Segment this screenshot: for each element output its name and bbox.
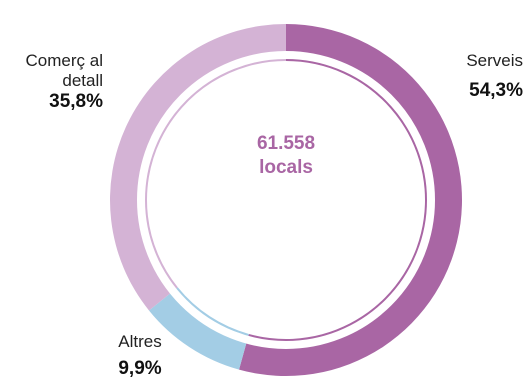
donut-slice-2 (148, 287, 249, 370)
center-total-unit: locals (259, 157, 313, 178)
slice-label-line: Comerç al (26, 51, 103, 70)
center-total-value: 61.558 (257, 133, 315, 154)
slice-label-name: Altres (118, 332, 161, 351)
slice-label-line: Serveis (466, 51, 523, 70)
ring-gap (137, 51, 435, 349)
slice-label-name: Serveis (466, 51, 523, 70)
donut-slice-1 (239, 24, 462, 376)
slice-label-value: 9,9% (118, 358, 161, 378)
slices-layer (109, 24, 462, 376)
labels-layer: Serveis 54,3% Altres 9,9% Comerç al detall35,… (26, 51, 524, 378)
slice-label-name: Comerç al detall (26, 51, 103, 90)
slice-label-line: Altres (118, 332, 161, 351)
slice-label-value: 35,8% (49, 91, 103, 112)
slice-label-value: 54,3% (469, 80, 523, 101)
donut-slice-3 (109, 24, 287, 311)
slice-label-line: detall (62, 71, 103, 90)
